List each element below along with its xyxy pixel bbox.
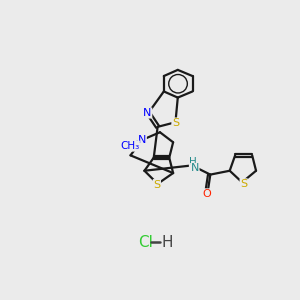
- Text: CH₃: CH₃: [120, 141, 140, 151]
- Text: S: S: [240, 179, 247, 189]
- Text: S: S: [153, 180, 161, 190]
- Text: N: N: [138, 135, 146, 145]
- Text: N: N: [143, 108, 152, 118]
- Text: H: H: [189, 157, 197, 167]
- Text: O: O: [203, 189, 212, 199]
- Text: Cl: Cl: [138, 235, 153, 250]
- Text: H: H: [161, 235, 173, 250]
- Text: N: N: [190, 164, 199, 173]
- Text: S: S: [172, 118, 179, 128]
